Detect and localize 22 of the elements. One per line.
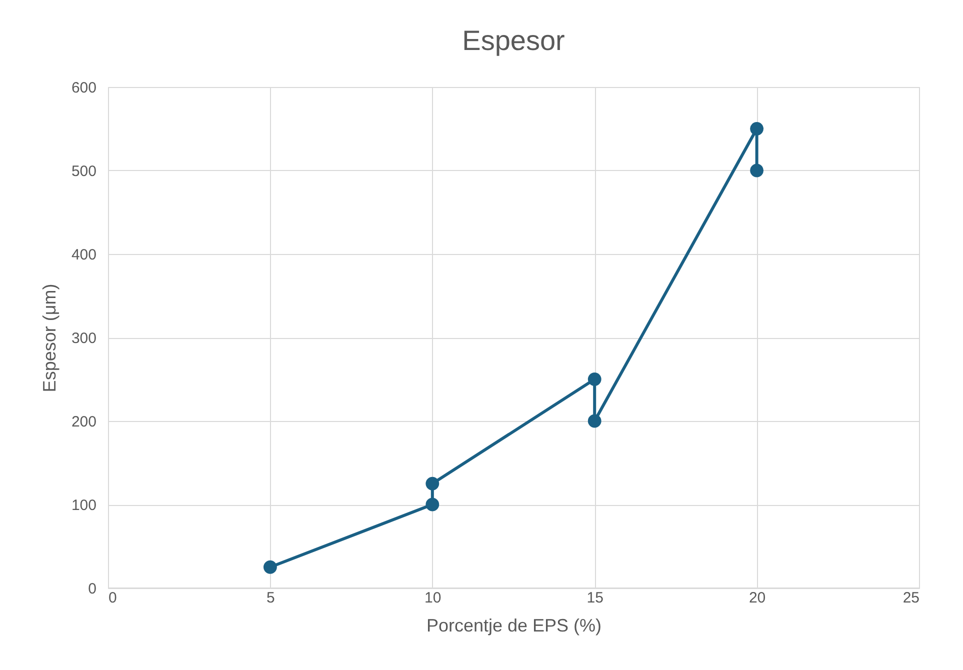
x-tick-label: 5 — [266, 590, 275, 606]
x-tick-label: 10 — [424, 590, 442, 606]
point — [588, 372, 602, 386]
x-tick-label: 15 — [586, 590, 604, 606]
x-tick-label: 0 — [108, 590, 117, 606]
y-tick-label: 100 — [71, 497, 96, 514]
x-tick-label: 25 — [902, 590, 920, 606]
point — [750, 122, 764, 136]
point — [426, 498, 440, 512]
point — [750, 164, 764, 178]
y-tick-label: 600 — [71, 80, 96, 96]
x-tick-label: 20 — [748, 590, 766, 606]
point — [426, 476, 440, 490]
y-tick-label: 200 — [71, 414, 96, 430]
y-axis-title: Espesor (μm) — [39, 284, 60, 392]
point — [588, 414, 602, 428]
chart-title: Espesor — [462, 25, 565, 56]
y-tick-label: 300 — [71, 330, 96, 347]
y-tick-label: 500 — [71, 163, 96, 180]
point — [263, 560, 277, 574]
x-axis-title: Porcentje de EPS (%) — [426, 616, 602, 636]
y-tick-label: 400 — [71, 246, 96, 264]
